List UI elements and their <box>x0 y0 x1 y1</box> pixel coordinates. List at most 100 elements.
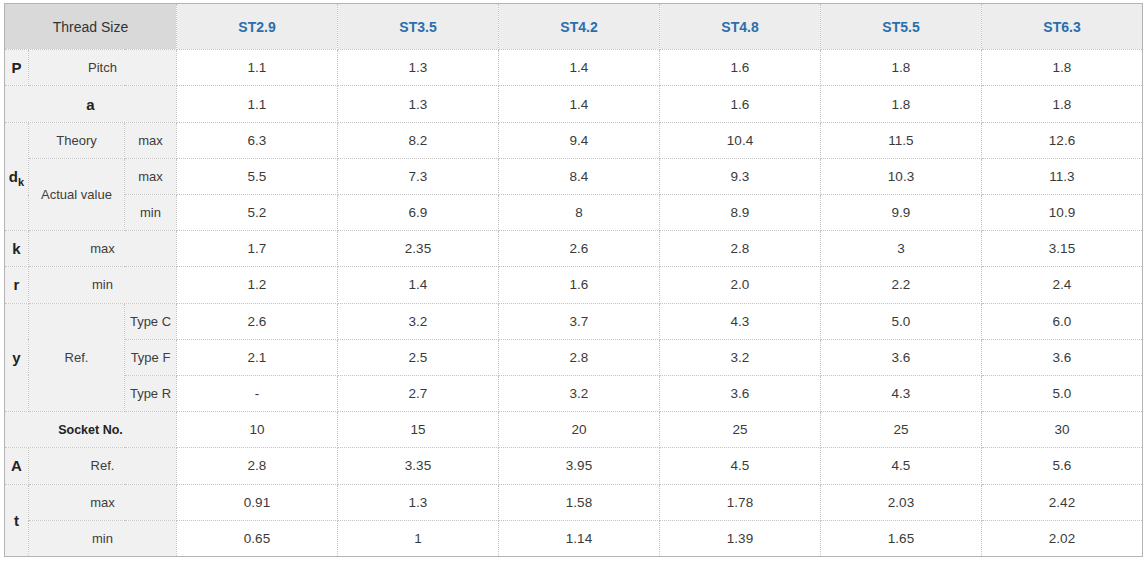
value-cell: 8 <box>499 195 660 231</box>
value-cell: 3.7 <box>499 303 660 339</box>
param-cell-y: y <box>5 303 29 412</box>
value-cell: 1.14 <box>499 520 660 556</box>
column-header-st4-8[interactable]: ST4.8 <box>660 4 821 50</box>
value-cell: 1.8 <box>821 86 982 122</box>
value-cell: 2.35 <box>338 231 499 267</box>
value-cell: 9.3 <box>660 158 821 194</box>
value-cell: 20 <box>499 412 660 448</box>
value-cell: 15 <box>338 412 499 448</box>
label-cell-theory: Theory <box>29 122 125 158</box>
row-t-min: min 0.65 1 1.14 1.39 1.65 2.02 <box>5 520 1143 556</box>
thread-size-spec-table: Thread Size ST2.9 ST3.5 ST4.2 ST4.8 ST5.… <box>4 3 1143 557</box>
value-cell: 6.9 <box>338 195 499 231</box>
sub-label-cell-type-r: Type R <box>125 375 177 411</box>
value-cell: 3.2 <box>660 339 821 375</box>
value-cell: 1.3 <box>338 86 499 122</box>
value-cell: 1.1 <box>177 50 338 86</box>
column-header-st3-5[interactable]: ST3.5 <box>338 4 499 50</box>
value-cell: 6.0 <box>982 303 1143 339</box>
column-header-st6-3[interactable]: ST6.3 <box>982 4 1143 50</box>
param-cell-socket-no: Socket No. <box>5 412 177 448</box>
column-header-st4-2[interactable]: ST4.2 <box>499 4 660 50</box>
value-cell: 4.3 <box>821 375 982 411</box>
value-cell: 1.8 <box>821 50 982 86</box>
value-cell: 2.42 <box>982 484 1143 520</box>
row-dk-theory-max: dk Theory max 6.3 8.2 9.4 10.4 11.5 12.6 <box>5 122 1143 158</box>
value-cell: 3.95 <box>499 448 660 484</box>
value-cell: 10 <box>177 412 338 448</box>
value-cell: 2.8 <box>177 448 338 484</box>
value-cell: 1.2 <box>177 267 338 303</box>
thread-size-header: Thread Size <box>5 4 177 50</box>
column-header-st2-9[interactable]: ST2.9 <box>177 4 338 50</box>
value-cell: 2.0 <box>660 267 821 303</box>
value-cell: 1.4 <box>338 267 499 303</box>
value-cell: 1.39 <box>660 520 821 556</box>
value-cell: 2.6 <box>499 231 660 267</box>
column-header-st5-5[interactable]: ST5.5 <box>821 4 982 50</box>
value-cell: 12.6 <box>982 122 1143 158</box>
row-y-type-r: Type R - 2.7 3.2 3.6 4.3 5.0 <box>5 375 1143 411</box>
row-dk-actual-min: min 5.2 6.9 8 8.9 9.9 10.9 <box>5 195 1143 231</box>
value-cell: 4.5 <box>660 448 821 484</box>
value-cell: 1.7 <box>177 231 338 267</box>
param-cell-capital-a: A <box>5 448 29 484</box>
row-a: a 1.1 1.3 1.4 1.6 1.8 1.8 <box>5 86 1143 122</box>
value-cell: 1.65 <box>821 520 982 556</box>
value-cell: 1.6 <box>660 86 821 122</box>
param-cell-t: t <box>5 484 29 557</box>
value-cell: 10.3 <box>821 158 982 194</box>
value-cell: 5.0 <box>982 375 1143 411</box>
label-cell-ref: Ref. <box>29 448 177 484</box>
value-cell: 10.4 <box>660 122 821 158</box>
value-cell: 3.15 <box>982 231 1143 267</box>
row-r-min: r min 1.2 1.4 1.6 2.0 2.2 2.4 <box>5 267 1143 303</box>
value-cell: 11.3 <box>982 158 1143 194</box>
value-cell: 1.6 <box>499 267 660 303</box>
value-cell: 2.02 <box>982 520 1143 556</box>
row-k-max: k max 1.7 2.35 2.6 2.8 3 3.15 <box>5 231 1143 267</box>
row-a-ref: A Ref. 2.8 3.35 3.95 4.5 4.5 5.6 <box>5 448 1143 484</box>
value-cell: 9.9 <box>821 195 982 231</box>
param-cell-a: a <box>5 86 177 122</box>
sub-label-cell-max: max <box>125 158 177 194</box>
value-cell: 5.2 <box>177 195 338 231</box>
value-cell: 4.3 <box>660 303 821 339</box>
row-socket-no: Socket No. 10 15 20 25 25 30 <box>5 412 1143 448</box>
value-cell: 25 <box>821 412 982 448</box>
value-cell: 2.1 <box>177 339 338 375</box>
param-cell-dk: dk <box>5 122 29 231</box>
value-cell: 2.8 <box>660 231 821 267</box>
value-cell: 3.35 <box>338 448 499 484</box>
label-cell-pitch: Pitch <box>29 50 177 86</box>
value-cell: 5.6 <box>982 448 1143 484</box>
value-cell: 3.2 <box>499 375 660 411</box>
page: Thread Size ST2.9 ST3.5 ST4.2 ST4.8 ST5.… <box>0 0 1148 561</box>
value-cell: 10.9 <box>982 195 1143 231</box>
label-cell-max: max <box>29 231 177 267</box>
label-cell-min: min <box>29 267 177 303</box>
label-cell-min: min <box>29 520 177 556</box>
value-cell: 30 <box>982 412 1143 448</box>
sub-label-cell-max: max <box>125 122 177 158</box>
label-cell-ref: Ref. <box>29 303 125 412</box>
value-cell: 1.4 <box>499 50 660 86</box>
row-pitch: P Pitch 1.1 1.3 1.4 1.6 1.8 1.8 <box>5 50 1143 86</box>
value-cell: - <box>177 375 338 411</box>
value-cell: 5.5 <box>177 158 338 194</box>
value-cell: 1.6 <box>660 50 821 86</box>
value-cell: 3.2 <box>338 303 499 339</box>
row-y-type-f: Type F 2.1 2.5 2.8 3.2 3.6 3.6 <box>5 339 1143 375</box>
row-y-type-c: y Ref. Type C 2.6 3.2 3.7 4.3 5.0 6.0 <box>5 303 1143 339</box>
value-cell: 2.6 <box>177 303 338 339</box>
value-cell: 25 <box>660 412 821 448</box>
param-cell-k: k <box>5 231 29 267</box>
value-cell: 2.2 <box>821 267 982 303</box>
param-dk-main: d <box>9 168 18 185</box>
value-cell: 5.0 <box>821 303 982 339</box>
value-cell: 0.65 <box>177 520 338 556</box>
value-cell: 11.5 <box>821 122 982 158</box>
value-cell: 3.6 <box>982 339 1143 375</box>
value-cell: 1.1 <box>177 86 338 122</box>
value-cell: 2.4 <box>982 267 1143 303</box>
